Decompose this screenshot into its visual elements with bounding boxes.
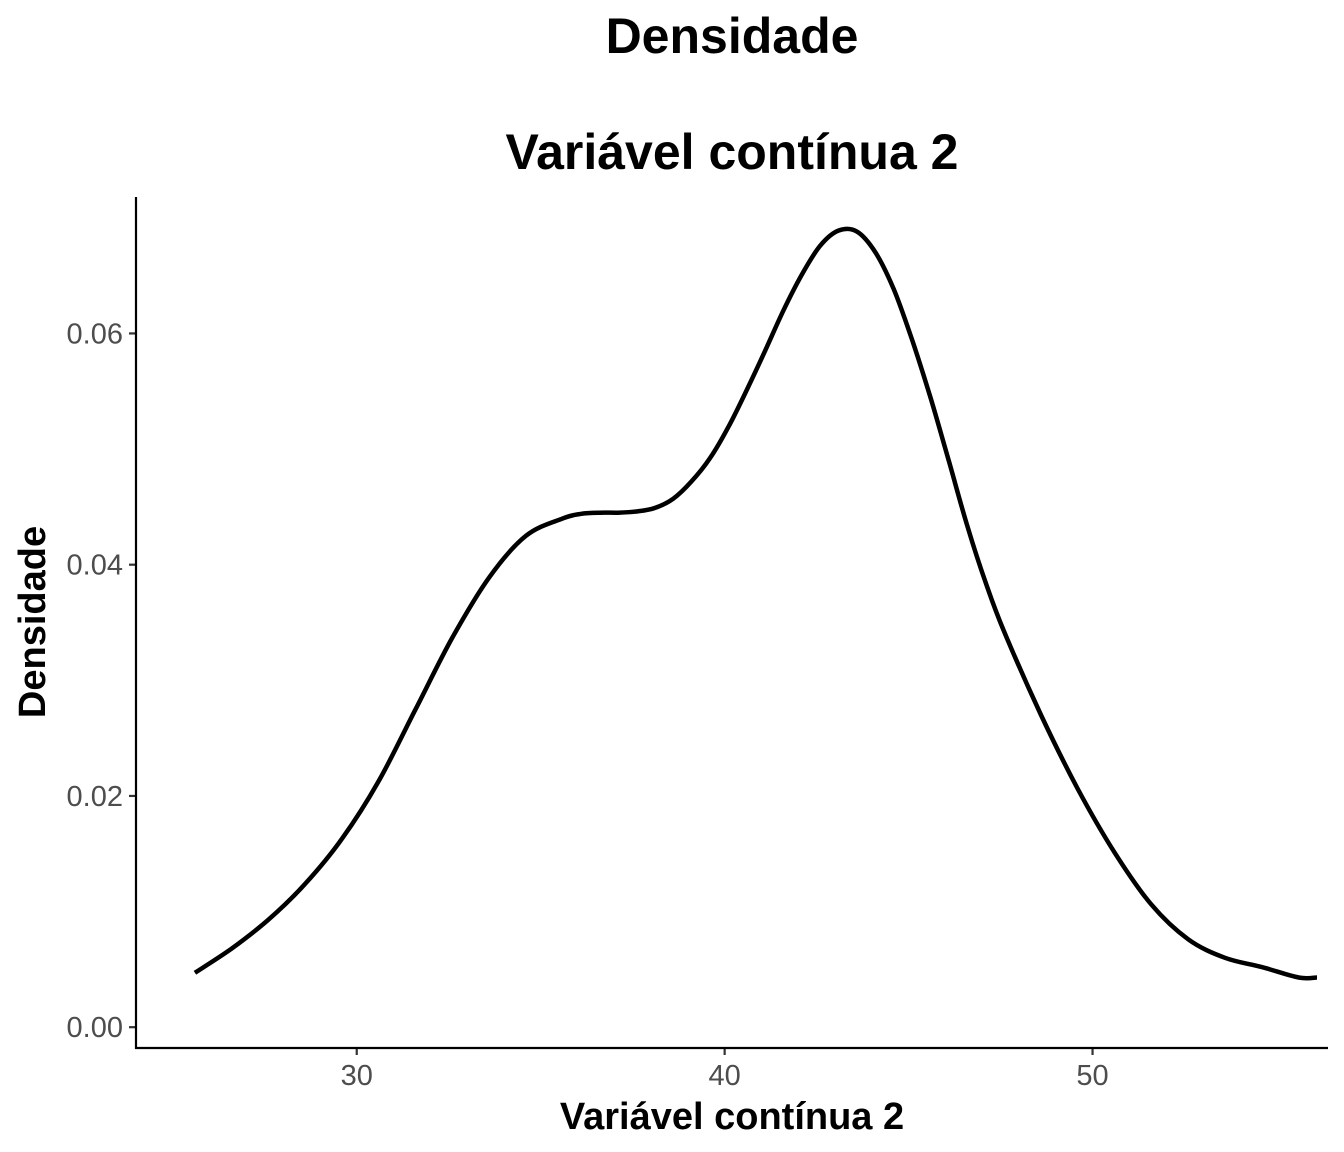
y-axis-ticks: 0.00 0.02 0.04 0.06: [67, 318, 136, 1044]
y-tick-label: 0.06: [67, 318, 123, 350]
x-tick-label: 40: [709, 1060, 741, 1092]
y-tick-label: 0.02: [67, 781, 123, 813]
x-tick-label: 50: [1076, 1060, 1108, 1092]
chart-subtitle: Variável contínua 2: [506, 124, 959, 180]
y-tick-label: 0.04: [67, 550, 123, 582]
density-curve: [193, 226, 1318, 981]
y-tick-label: 0.00: [67, 1012, 123, 1044]
y-axis-title: Densidade: [12, 526, 54, 718]
x-tick-label: 30: [341, 1060, 373, 1092]
plot-area: 0.00 0.02 0.04 0.06 30 40 50: [67, 197, 1328, 1092]
chart-title: Densidade: [606, 8, 859, 64]
x-axis-ticks: 30 40 50: [341, 1048, 1109, 1092]
x-axis-title: Variável contínua 2: [560, 1096, 904, 1138]
